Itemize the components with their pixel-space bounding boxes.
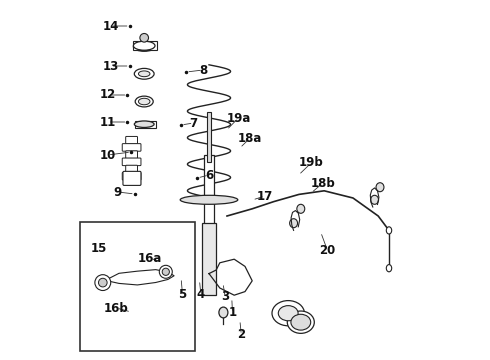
Bar [207,112,211,162]
FancyBboxPatch shape [123,171,141,185]
Bar [80,222,196,351]
Ellipse shape [370,195,379,204]
FancyBboxPatch shape [122,144,141,151]
Text: 19a: 19a [226,112,250,125]
FancyBboxPatch shape [122,172,141,180]
FancyBboxPatch shape [126,165,138,173]
Bar [133,41,157,50]
Ellipse shape [133,41,155,50]
Bar [202,223,216,295]
Ellipse shape [278,306,298,321]
Text: 8: 8 [199,63,207,77]
FancyBboxPatch shape [126,136,138,144]
Text: 4: 4 [197,288,205,302]
Ellipse shape [135,96,153,107]
Polygon shape [105,270,174,285]
Circle shape [98,278,107,287]
Text: 6: 6 [205,168,213,181]
Ellipse shape [386,227,392,234]
FancyBboxPatch shape [126,151,138,158]
Ellipse shape [272,301,304,326]
Text: 18b: 18b [311,176,335,189]
Ellipse shape [133,42,155,51]
Text: 5: 5 [178,288,187,302]
Text: 19b: 19b [299,157,323,170]
Bar [204,155,215,234]
Text: 16b: 16b [104,301,129,315]
Ellipse shape [386,265,392,272]
Text: 18a: 18a [238,131,262,144]
Ellipse shape [134,121,154,127]
Circle shape [95,275,111,291]
Text: 20: 20 [319,243,336,256]
Ellipse shape [139,71,150,77]
Text: 12: 12 [99,89,116,102]
Bar [124,173,140,184]
Ellipse shape [219,307,228,318]
Text: 10: 10 [99,149,116,162]
Text: 3: 3 [221,291,229,303]
Circle shape [159,265,172,278]
Text: 15: 15 [91,242,107,255]
Text: 9: 9 [114,185,122,198]
Ellipse shape [287,311,314,333]
Text: 13: 13 [102,59,119,72]
Ellipse shape [297,204,305,213]
Circle shape [162,268,170,275]
Ellipse shape [291,314,311,330]
Ellipse shape [290,219,297,228]
Ellipse shape [139,98,150,105]
Text: 11: 11 [99,116,116,129]
FancyBboxPatch shape [122,158,141,166]
Text: 7: 7 [190,117,197,130]
Text: 2: 2 [237,329,245,342]
Ellipse shape [180,195,238,204]
Text: 16a: 16a [138,252,162,265]
Bar [135,121,156,128]
Text: 14: 14 [102,19,119,32]
Circle shape [140,33,148,42]
Ellipse shape [376,183,384,192]
Ellipse shape [134,68,154,79]
Text: 17: 17 [257,189,273,202]
Text: 1: 1 [228,306,237,320]
